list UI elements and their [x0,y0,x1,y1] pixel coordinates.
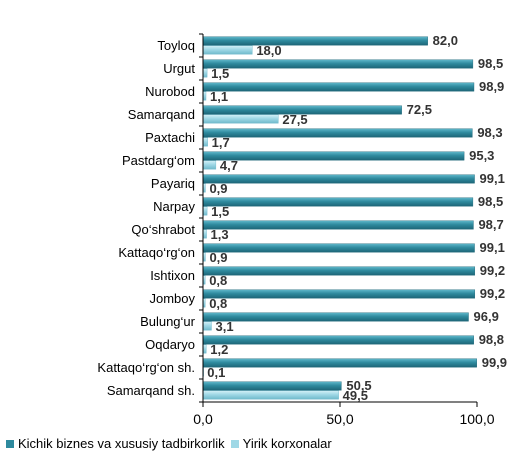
category-label-narpay: Narpay [153,199,195,214]
category-label-kattaqo-rg-on: Kattaqo‘rg‘on [118,245,195,260]
category-label-pastdarg-om: Pastdarg‘om [122,153,195,168]
data-label-secondary-nurobod: 1,1 [210,89,228,104]
bar-primary-kattaqo-rg-on [202,243,475,253]
data-label-primary-payariq: 99,1 [480,171,505,186]
bar-primary-nurobod [202,82,475,92]
legend-item-primary: Kichik biznes va xususiy tadbirkorlik [6,436,225,451]
bar-secondary-narpay [202,206,208,216]
bar-primary-urgut [202,59,474,69]
bar-primary-payariq [202,174,475,184]
legend-label-primary: Kichik biznes va xususiy tadbirkorlik [18,436,225,451]
data-label-primary-kattaqo-rg-on: 99,1 [480,240,505,255]
category-label-kattaqo-rg-on-sh: Kattaqo‘rg‘on sh. [97,360,195,375]
category-label-bulung-ur: Bulung‘ur [140,314,196,329]
data-label-secondary-oqdaryo: 1,2 [210,342,228,357]
data-label-secondary-narpay: 1,5 [211,204,229,219]
category-label-payariq: Payariq [151,176,195,191]
category-label-paxtachi: Paxtachi [145,130,195,145]
bar-secondary-urgut [202,68,208,78]
data-label-secondary-urgut: 1,5 [211,66,229,81]
data-label-primary-urgut: 98,5 [478,56,503,71]
data-label-secondary-toyloq: 18,0 [256,43,281,58]
legend: Kichik biznes va xususiy tadbirkorlik Yi… [6,436,522,451]
legend-label-secondary: Yirik korxonalar [242,436,332,451]
data-label-secondary-kattaqo-rg-on: 0,9 [209,250,227,265]
bar-secondary-paxtachi [202,137,208,147]
bar-primary-paxtachi [202,128,473,138]
bar-secondary-qo-shrabot [202,229,207,239]
category-label-jomboy: Jomboy [149,291,195,306]
data-label-secondary-bulung-ur: 3,1 [215,319,233,334]
bar-primary-qo-shrabot [202,220,474,230]
data-label-primary-samarqand-sh: 50,5 [346,378,371,393]
bar-primary-kattaqo-rg-on-sh [202,358,477,368]
x-tick-label-2: 100,0 [459,411,494,427]
category-label-urgut: Urgut [163,61,195,76]
data-label-secondary-samarqand-sh: 49,5 [343,388,368,403]
bar-primary-bulung-ur [202,312,469,322]
bar-secondary-toyloq [202,45,253,55]
data-label-primary-paxtachi: 98,3 [477,125,502,140]
legend-item-secondary: Yirik korxonalar [230,436,332,451]
bar-primary-toyloq [202,36,428,46]
category-label-ishtixon: Ishtixon [150,268,195,283]
data-label-primary-toyloq: 82,0 [433,33,458,48]
data-label-secondary-paxtachi: 1,7 [212,135,230,150]
data-label-primary-bulung-ur: 96,9 [474,309,499,324]
legend-swatch-secondary [230,439,239,448]
category-label-toyloq: Toyloq [157,38,195,53]
data-label-primary-kattaqo-rg-on-sh: 99,9 [482,355,507,370]
category-label-samarqand-sh: Samarqand sh. [107,383,195,398]
data-label-primary-oqdaryo: 98,8 [479,332,504,347]
data-label-secondary-payariq: 0,9 [209,181,227,196]
legend-swatch-primary [6,439,14,448]
data-label-primary-ishtixon: 99,2 [480,263,505,278]
bar-secondary-bulung-ur [202,321,212,331]
data-label-primary-samarqand: 72,5 [407,102,432,117]
data-label-primary-nurobod: 98,9 [479,79,504,94]
data-label-secondary-jomboy: 0,8 [209,296,227,311]
x-tick-label-1: 50,0 [326,411,353,427]
category-label-oqdaryo: Oqdaryo [145,337,195,352]
data-label-secondary-pastdarg-om: 4,7 [220,158,238,173]
bar-primary-narpay [202,197,474,207]
data-label-secondary-qo-shrabot: 1,3 [211,227,229,242]
bar-secondary-samarqand-sh [202,390,339,400]
data-label-primary-qo-shrabot: 98,7 [478,217,503,232]
bar-primary-jomboy [202,289,476,299]
data-label-secondary-samarqand: 27,5 [282,112,307,127]
bar-secondary-samarqand [202,114,279,124]
category-label-qo-shrabot: Qo‘shrabot [131,222,195,237]
data-label-secondary-kattaqo-rg-on-sh: 0,1 [207,365,225,380]
bar-primary-pastdarg-om [202,151,465,161]
data-label-primary-pastdarg-om: 95,3 [469,148,494,163]
bar-primary-oqdaryo [202,335,474,345]
category-label-samarqand: Samarqand [128,107,195,122]
data-label-primary-narpay: 98,5 [478,194,503,209]
bar-primary-ishtixon [202,266,476,276]
category-label-nurobod: Nurobod [145,84,195,99]
data-label-secondary-ishtixon: 0,8 [209,273,227,288]
data-label-primary-jomboy: 99,2 [480,286,505,301]
bar-secondary-pastdarg-om [202,160,217,170]
bar-primary-samarqand-sh [202,381,342,391]
x-tick-label-0: 0,0 [193,411,213,427]
